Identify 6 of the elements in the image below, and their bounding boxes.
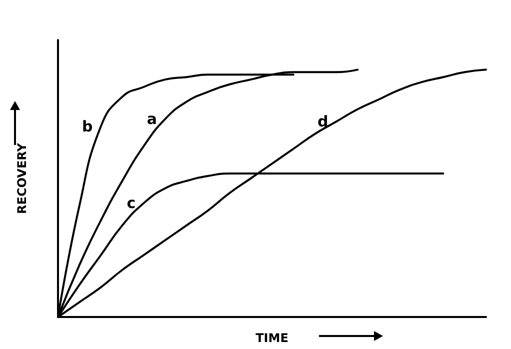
series-label: c [126,194,136,212]
series-label: b [82,118,94,136]
y-axis-title: RECOVERY [15,142,29,214]
series-label: d [317,112,328,131]
series-label: a [146,110,157,128]
x-axis-title: TIME [256,331,288,345]
